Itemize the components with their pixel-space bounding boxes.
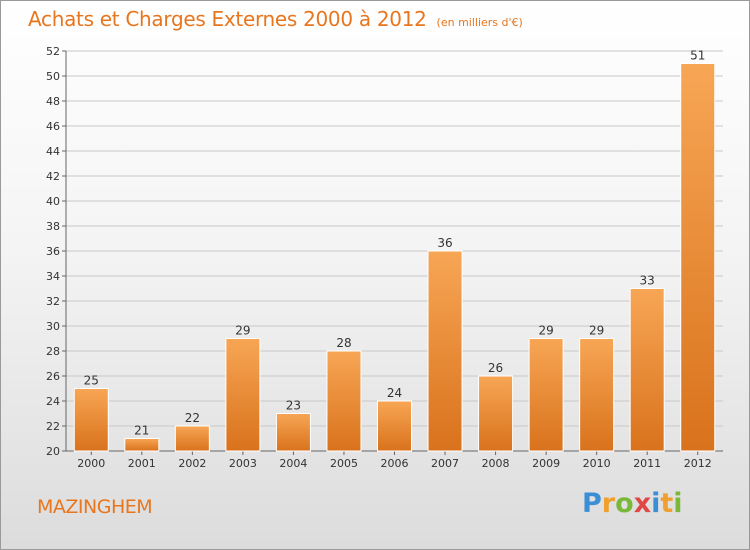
- labels: 20 22 24 26 28 30 32 34 36 38 40 42 44 46 48 50 52 25 2000…: [46, 45, 712, 470]
- logo-letter: x: [633, 488, 652, 519]
- bar-value-label: 51: [690, 49, 705, 63]
- bar-value-label: 26: [488, 361, 503, 375]
- y-tick-label: 26: [46, 370, 60, 383]
- x-tick-label: 2010: [583, 457, 611, 470]
- commune-name: MAZINGHEM: [37, 496, 153, 518]
- bar-value-label: 23: [286, 399, 301, 413]
- logo-letter: i: [673, 488, 683, 519]
- x-tick-label: 2005: [330, 457, 358, 470]
- bar: [629, 288, 665, 452]
- y-tick-label: 30: [46, 320, 60, 333]
- x-tick-label: 2001: [128, 457, 156, 470]
- logo-letter: r: [601, 488, 616, 519]
- bar-value-label: 29: [538, 324, 553, 338]
- bar: [528, 338, 564, 452]
- x-tick-label: 2007: [431, 457, 459, 470]
- bar: [174, 425, 210, 452]
- y-tick-label: 36: [46, 245, 60, 258]
- bar-value-label: 22: [185, 411, 200, 425]
- bar: [326, 350, 362, 452]
- bar-value-label: 29: [235, 324, 250, 338]
- y-tick-label: 22: [46, 420, 60, 433]
- y-tick-label: 38: [46, 220, 60, 233]
- y-tick-label: 48: [46, 95, 60, 108]
- logo-letter: t: [660, 488, 674, 519]
- bar-value-label: 36: [437, 236, 452, 250]
- logo-letter: i: [651, 488, 661, 519]
- y-tick-label: 24: [46, 395, 60, 408]
- y-tick-label: 28: [46, 345, 60, 358]
- bar: [478, 375, 514, 452]
- y-tick-label: 40: [46, 195, 60, 208]
- x-tick-label: 2012: [684, 457, 712, 470]
- y-tick-label: 46: [46, 120, 60, 133]
- bar: [427, 250, 463, 452]
- title-block: Achats et Charges Externes 2000 à 2012 (e…: [28, 7, 523, 31]
- bar: [225, 338, 261, 452]
- y-tick-label: 32: [46, 295, 60, 308]
- chart-subtitle: (en milliers d'€): [436, 16, 523, 29]
- x-tick-label: 2008: [482, 457, 510, 470]
- bar-value-label: 33: [640, 274, 655, 288]
- x-tick-label: 2011: [633, 457, 661, 470]
- bar-value-label: 24: [387, 386, 402, 400]
- bar-value-label: 28: [336, 336, 351, 350]
- bar: [579, 338, 615, 452]
- bar-value-label: 21: [134, 424, 149, 438]
- bar: [124, 438, 160, 452]
- logo-letter: P: [582, 488, 602, 519]
- x-tick-label: 2009: [532, 457, 560, 470]
- bar: [377, 400, 412, 452]
- y-tick-label: 42: [46, 170, 60, 183]
- x-tick-label: 2006: [381, 457, 409, 470]
- y-tick-label: 50: [46, 70, 60, 83]
- x-tick-label: 2002: [178, 457, 206, 470]
- chart-title: Achats et Charges Externes 2000 à 2012: [28, 7, 427, 31]
- logo-letter: o: [615, 488, 634, 519]
- proxiti-logo[interactable]: Proxiti: [582, 488, 683, 519]
- y-tick-label: 34: [46, 270, 60, 283]
- y-tick-label: 20: [46, 445, 60, 458]
- bar-value-label: 25: [84, 374, 99, 388]
- bar: [275, 413, 311, 452]
- y-tick-label: 44: [46, 145, 60, 158]
- x-tick-label: 2004: [279, 457, 307, 470]
- bar-value-label: 29: [589, 324, 604, 338]
- bar: [73, 388, 109, 452]
- y-tick-label: 52: [46, 45, 60, 58]
- x-tick-label: 2003: [229, 457, 257, 470]
- bar: [680, 63, 716, 452]
- x-tick-label: 2000: [77, 457, 105, 470]
- bars: [73, 63, 716, 452]
